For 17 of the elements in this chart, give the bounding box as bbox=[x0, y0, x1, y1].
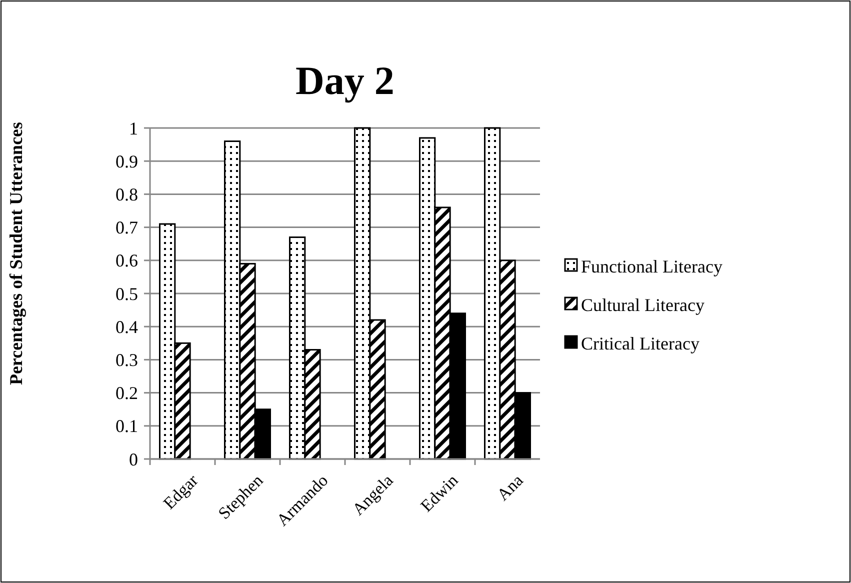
y-tick-label: 0.8 bbox=[116, 184, 138, 204]
chart-title: Day 2 bbox=[296, 58, 394, 103]
y-tick-label: 0.2 bbox=[116, 383, 138, 404]
y-tick-label: 0.5 bbox=[116, 284, 138, 304]
legend-label: Critical Literacy bbox=[581, 333, 700, 354]
y-tick-label: 0.7 bbox=[116, 218, 138, 238]
y-tick-label: 0.3 bbox=[116, 350, 138, 370]
y-tick-label: 0.4 bbox=[116, 316, 138, 337]
y-axis-title: Percentages of Student Utterances bbox=[6, 122, 26, 386]
legend-label: Cultural Literacy bbox=[581, 294, 704, 315]
legend-label: Functional Literacy bbox=[581, 256, 722, 276]
y-tick-label: 0.1 bbox=[116, 416, 138, 436]
y-tick-label: 1 bbox=[129, 118, 138, 138]
y-tick-label: 0.6 bbox=[116, 250, 138, 271]
y-tick-label: 0 bbox=[129, 449, 138, 470]
y-tick-label: 0.9 bbox=[116, 151, 138, 172]
x-tick-label: Ana bbox=[493, 470, 528, 504]
